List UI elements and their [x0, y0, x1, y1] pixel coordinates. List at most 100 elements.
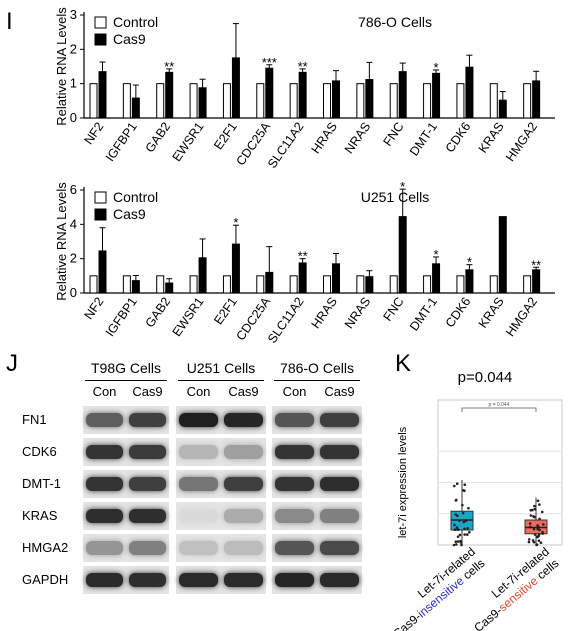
data-point [455, 482, 459, 486]
data-point [456, 540, 460, 543]
bar-cas9 [498, 216, 507, 294]
blot-band [275, 413, 314, 427]
blot-band [224, 477, 263, 491]
blot-band [224, 573, 263, 587]
bar-control [389, 275, 398, 294]
blot-band [320, 541, 359, 555]
blot-band [224, 541, 263, 555]
blot-band [320, 477, 359, 491]
data-point [527, 540, 531, 544]
blot-band [129, 413, 166, 427]
blot-band [224, 445, 263, 459]
blot-band [129, 541, 166, 555]
blot-lane-label: Con [186, 384, 211, 399]
blot-band [129, 573, 166, 587]
data-point [536, 499, 540, 503]
data-point [542, 523, 545, 526]
data-point [459, 541, 463, 544]
blot-band [179, 509, 218, 523]
category-label: FNC [380, 120, 406, 149]
data-point [456, 535, 460, 538]
blot-band [86, 413, 123, 427]
y-axis-label: Relative RNA Levels [54, 182, 69, 301]
bar-control [222, 83, 231, 119]
blot-row-label: CDK6 [22, 444, 57, 459]
category-label: HRAS [309, 120, 340, 156]
category-label-line2: Cas9-insensitive cells [390, 556, 487, 631]
category-label: KRAS [476, 295, 507, 331]
blot-band [275, 541, 314, 555]
data-point [456, 514, 459, 518]
data-point [463, 483, 467, 487]
bar-control [189, 275, 198, 294]
data-point [533, 507, 537, 511]
blot-band [129, 477, 166, 491]
blot-band [224, 413, 263, 427]
bar-cas9 [298, 71, 307, 119]
significance-label: * [467, 255, 472, 270]
y-axis-label: let-7i expression levels [397, 426, 409, 538]
blot-band [320, 445, 359, 459]
significance-label: ** [298, 249, 308, 264]
data-point [463, 527, 466, 531]
blot-group-title: U251 Cells [186, 360, 256, 376]
blot-band [179, 477, 218, 491]
bar-control [389, 83, 398, 119]
panel-letter-k: K [395, 350, 412, 377]
data-point [538, 528, 541, 532]
blot-band [86, 541, 123, 555]
blot-band [275, 445, 314, 459]
blot-band [320, 509, 359, 523]
data-point [538, 517, 541, 521]
bar-control [89, 275, 98, 294]
category-label: CDK6 [443, 120, 474, 155]
data-point [465, 533, 469, 536]
data-point [466, 526, 469, 530]
bracket-label: p = 0.044 [489, 402, 510, 408]
legend-label-cas9: Cas9 [113, 31, 146, 47]
data-point [531, 508, 534, 512]
category-label: IGFBP1 [103, 295, 140, 339]
blot-lane-label: Cas9 [228, 384, 259, 399]
blot-band [224, 509, 263, 523]
bar-control [122, 275, 131, 294]
data-point [461, 511, 465, 515]
blot-group-underline [274, 380, 360, 381]
legend-swatch-control [94, 191, 107, 204]
bar-cas9 [265, 67, 274, 119]
y-tick-label: 0 [70, 285, 77, 300]
data-point [529, 525, 532, 529]
data-point [462, 520, 466, 524]
category-label: NRAS [342, 295, 373, 331]
blot-row-label: GAPDH [22, 572, 69, 587]
category-label: DMT-1 [407, 120, 440, 159]
panel-letter-j: J [6, 350, 18, 377]
data-point [461, 503, 464, 507]
category-label: HRAS [309, 295, 340, 331]
data-point [535, 543, 539, 547]
significance-label: ** [298, 59, 308, 74]
category-label: GAB2 [143, 295, 174, 330]
data-point [458, 533, 462, 537]
western-blot: T98G Cells Con Cas9 U251 Cells Con Cas9 786-O … [0, 360, 385, 631]
y-tick-label: 6 [70, 182, 77, 197]
bar-control [489, 275, 498, 294]
blot-row-label: HMGA2 [22, 540, 69, 555]
category-label: HMGA2 [503, 120, 540, 164]
significance-label: ** [164, 59, 174, 74]
category-label: NRAS [342, 120, 373, 156]
bar-cas9 [298, 262, 307, 294]
data-point [455, 526, 459, 529]
legend-label-control: Control [113, 14, 158, 30]
bar-control [89, 83, 98, 119]
data-point [537, 525, 540, 529]
blot-group-title: 786-O Cells [280, 360, 354, 376]
data-point [462, 489, 465, 492]
blot-band [179, 541, 218, 555]
data-point [536, 527, 539, 531]
category-label: E2F1 [211, 295, 240, 328]
data-point [452, 543, 456, 547]
bar-control [156, 83, 165, 119]
chart-title: 786-O Cells [358, 14, 432, 30]
